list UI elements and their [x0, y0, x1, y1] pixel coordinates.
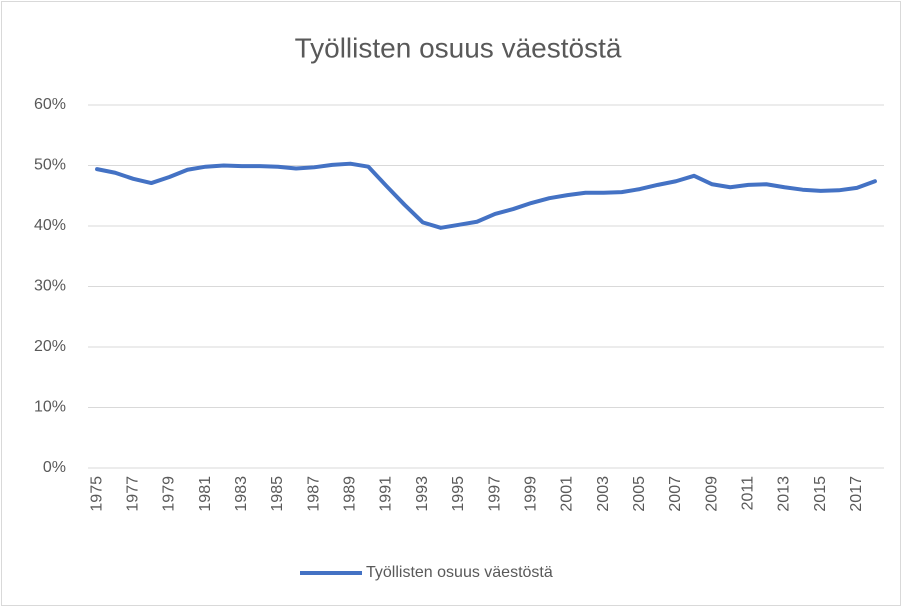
x-tick-label: 1977 — [124, 476, 141, 512]
x-tick-label: 2015 — [812, 476, 829, 512]
x-tick-label: 2009 — [703, 476, 720, 512]
y-tick-label: 60% — [34, 96, 66, 113]
y-tick-label: 0% — [43, 459, 66, 476]
x-tick-label: 1981 — [197, 476, 214, 512]
x-tick-label: 1979 — [161, 476, 178, 512]
x-tick-label: 2007 — [667, 476, 684, 512]
y-tick-label: 50% — [34, 157, 66, 174]
legend-label: Työllisten osuus väestöstä — [366, 564, 553, 581]
x-tick-label: 1987 — [305, 476, 322, 512]
x-tick-label: 1985 — [269, 476, 286, 512]
x-tick-label: 2001 — [559, 476, 576, 512]
x-tick-label: 2003 — [595, 476, 612, 512]
x-tick-label: 1989 — [342, 476, 359, 512]
y-tick-label: 20% — [34, 338, 66, 355]
x-tick-label: 1999 — [522, 476, 539, 512]
x-tick-label: 1975 — [88, 476, 105, 512]
y-tick-label: 10% — [34, 399, 66, 416]
series-line — [95, 161, 877, 230]
x-tick-label: 1995 — [450, 476, 467, 512]
x-tick-label: 1983 — [233, 476, 250, 512]
x-tick-label: 1993 — [414, 476, 431, 512]
x-tick-label: 2013 — [776, 476, 793, 512]
x-tick-label: 1997 — [486, 476, 503, 512]
x-tick-label: 2005 — [631, 476, 648, 512]
chart-title: Työllisten osuus väestöstä — [295, 32, 622, 63]
y-tick-label: 30% — [34, 278, 66, 295]
y-tick-label: 40% — [34, 217, 66, 234]
x-tick-label: 2011 — [740, 476, 757, 511]
x-tick-label: 2017 — [848, 476, 865, 512]
x-tick-label: 1991 — [378, 476, 395, 512]
